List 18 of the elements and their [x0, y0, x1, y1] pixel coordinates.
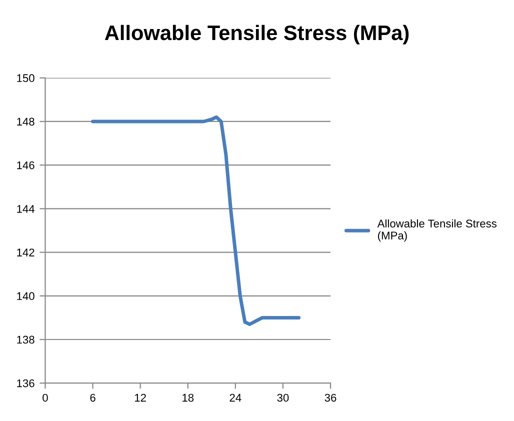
y-tick-label: 144	[17, 205, 34, 213]
y-tick-label: 138	[17, 336, 34, 344]
x-tick-label: 36	[324, 394, 336, 402]
x-tick-label: 0	[42, 394, 48, 402]
x-tick-label: 6	[90, 394, 96, 402]
y-tick-label: 136	[17, 379, 34, 388]
x-tick-label: 30	[277, 394, 289, 402]
y-tick-label: 150	[17, 74, 34, 82]
x-tick-label: 18	[182, 394, 194, 402]
y-tick-label: 146	[17, 161, 34, 170]
chart-title: Allowable Tensile Stress (MPa)	[104, 24, 409, 44]
y-tick-label: 142	[17, 248, 34, 256]
x-tick-label: 12	[134, 394, 146, 402]
y-tick-label: 148	[17, 118, 34, 126]
legend-label: Allowable Tensile Stress (MPa)	[377, 219, 497, 242]
x-tick-label: 24	[230, 394, 242, 402]
y-tick-label: 140	[17, 292, 34, 300]
line-series	[91, 115, 301, 326]
